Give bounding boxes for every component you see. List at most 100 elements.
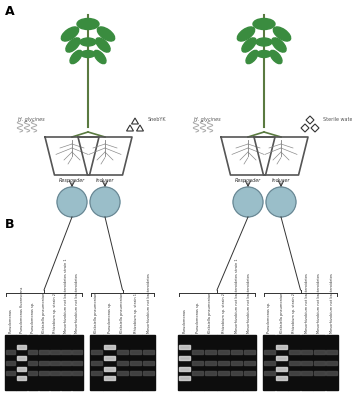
Bar <box>130 350 141 354</box>
Bar <box>288 335 300 390</box>
Text: Mesorhizobium not bacteroidetes: Mesorhizobium not bacteroidetes <box>305 273 309 333</box>
Ellipse shape <box>96 38 110 52</box>
Circle shape <box>58 188 86 216</box>
Bar <box>178 345 190 349</box>
Ellipse shape <box>61 27 79 41</box>
Ellipse shape <box>256 38 272 46</box>
Bar <box>289 362 300 365</box>
Bar <box>205 350 216 354</box>
Bar <box>218 350 229 354</box>
Text: H. glycines: H. glycines <box>194 117 221 122</box>
Bar <box>178 356 190 360</box>
Bar <box>73 362 82 365</box>
Bar <box>264 371 275 374</box>
Bar <box>17 376 26 380</box>
Text: Klebsiella pneumoniae: Klebsiella pneumoniae <box>42 293 46 333</box>
Bar <box>50 362 60 365</box>
Bar <box>231 350 242 354</box>
Bar <box>143 362 154 365</box>
Text: Inducer: Inducer <box>272 178 290 183</box>
Ellipse shape <box>70 50 82 64</box>
Bar <box>103 376 115 380</box>
Bar <box>117 362 128 365</box>
Bar <box>39 335 49 390</box>
Bar <box>263 335 275 390</box>
Ellipse shape <box>270 50 282 64</box>
Bar <box>73 350 82 354</box>
Text: H. glycines: H. glycines <box>18 117 45 122</box>
Circle shape <box>234 188 262 216</box>
Bar <box>90 371 102 374</box>
Bar <box>191 335 203 390</box>
Bar <box>301 362 312 365</box>
Bar <box>276 356 287 360</box>
Bar <box>301 371 312 374</box>
Ellipse shape <box>97 27 115 41</box>
Bar <box>6 350 15 354</box>
Bar <box>130 371 141 374</box>
Text: Mesorhizobium not bacteroidetes strain 1: Mesorhizobium not bacteroidetes strain 1 <box>234 258 239 333</box>
Text: Rhizobium sp. strain 2: Rhizobium sp. strain 2 <box>53 293 57 333</box>
Circle shape <box>57 187 87 217</box>
Bar <box>326 371 337 374</box>
Bar <box>142 335 155 390</box>
Bar <box>39 362 49 365</box>
Bar <box>61 350 71 354</box>
Bar <box>17 356 26 360</box>
Bar <box>326 335 338 390</box>
Text: Responder: Responder <box>235 178 261 183</box>
Bar <box>301 350 312 354</box>
Bar <box>314 362 325 365</box>
Ellipse shape <box>272 38 286 52</box>
Circle shape <box>233 187 263 217</box>
Ellipse shape <box>242 38 256 52</box>
Text: Klebsiella pneumoniae: Klebsiella pneumoniae <box>94 293 99 333</box>
Bar <box>27 335 38 390</box>
Text: Pseudomonas sp.: Pseudomonas sp. <box>267 302 271 333</box>
Ellipse shape <box>81 50 95 58</box>
Bar <box>218 362 229 365</box>
Bar <box>72 335 82 390</box>
Bar <box>17 345 26 349</box>
Bar <box>191 362 203 365</box>
Text: Rhizobium sp. strain 2: Rhizobium sp. strain 2 <box>221 293 226 333</box>
Text: Pseudomonas sp.: Pseudomonas sp. <box>31 302 35 333</box>
Text: Mesorhizobium not bacteroidetes: Mesorhizobium not bacteroidetes <box>317 273 321 333</box>
Text: Klebsiella pneumoniae: Klebsiella pneumoniae <box>280 293 284 333</box>
Bar <box>28 371 37 374</box>
Bar <box>117 371 128 374</box>
Bar <box>6 362 15 365</box>
Text: Klebsiella pneumoniae: Klebsiella pneumoniae <box>208 293 213 333</box>
Text: B: B <box>5 218 14 231</box>
Bar <box>143 350 154 354</box>
Bar <box>218 371 229 374</box>
Ellipse shape <box>257 50 271 58</box>
Bar <box>6 371 15 374</box>
Bar <box>39 371 49 374</box>
Text: Responder: Responder <box>59 178 85 183</box>
Bar <box>231 362 242 365</box>
Text: Mesorhizobium not bacteroidetes: Mesorhizobium not bacteroidetes <box>330 273 334 333</box>
Bar <box>301 335 313 390</box>
Ellipse shape <box>94 50 106 64</box>
Bar <box>116 335 128 390</box>
Bar <box>61 371 71 374</box>
Bar <box>231 371 242 374</box>
Bar <box>178 335 190 390</box>
Text: A: A <box>5 5 15 18</box>
Bar <box>50 335 60 390</box>
Bar <box>17 335 27 390</box>
Ellipse shape <box>66 38 80 52</box>
Bar <box>117 350 128 354</box>
Bar <box>28 350 37 354</box>
Text: Mesorhizobium not bacteroidetes: Mesorhizobium not bacteroidetes <box>75 273 80 333</box>
Text: Mesorhizobium not bacteroidetes strain 1: Mesorhizobium not bacteroidetes strain 1 <box>64 258 68 333</box>
Bar <box>5 335 15 390</box>
Text: Mesorhizobium not bacteroidetes: Mesorhizobium not bacteroidetes <box>247 273 251 333</box>
Bar <box>217 335 230 390</box>
Text: Pseudomonas: Pseudomonas <box>8 308 13 333</box>
Bar <box>50 350 60 354</box>
Text: Pseudomonas sp.: Pseudomonas sp. <box>107 302 112 333</box>
Bar <box>314 350 325 354</box>
Circle shape <box>266 187 296 217</box>
